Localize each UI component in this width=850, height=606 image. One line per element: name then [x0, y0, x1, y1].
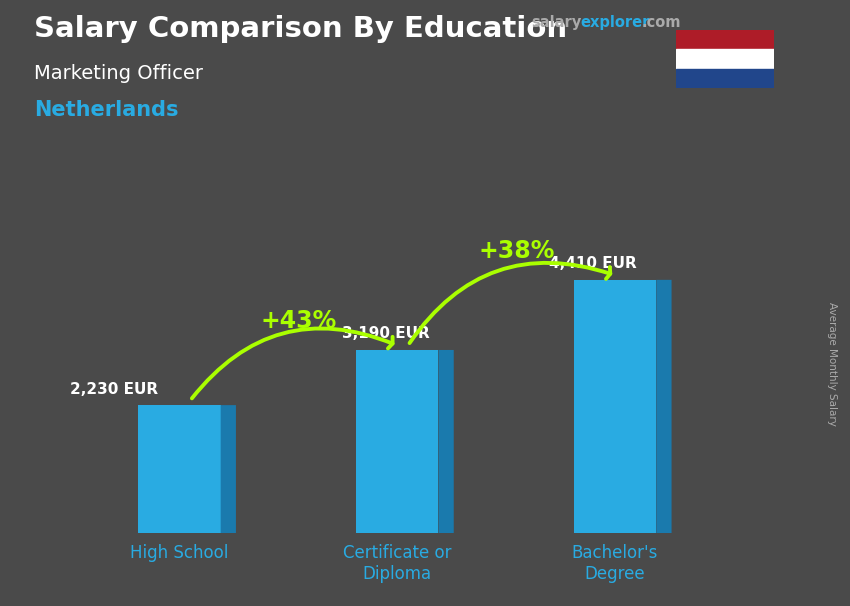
Bar [676, 50, 774, 68]
Polygon shape [138, 405, 221, 533]
Text: Marketing Officer: Marketing Officer [34, 64, 203, 82]
Polygon shape [574, 280, 656, 533]
Text: 4,410 EUR: 4,410 EUR [549, 256, 637, 271]
Bar [676, 68, 774, 88]
Bar [676, 30, 774, 50]
Text: +43%: +43% [261, 309, 337, 333]
Text: 3,190 EUR: 3,190 EUR [343, 327, 430, 341]
Text: 2,230 EUR: 2,230 EUR [70, 382, 158, 396]
Polygon shape [355, 350, 439, 533]
Polygon shape [439, 350, 454, 533]
Text: Average Monthly Salary: Average Monthly Salary [827, 302, 837, 425]
Text: .com: .com [642, 15, 681, 30]
Polygon shape [656, 280, 672, 533]
Text: explorer: explorer [581, 15, 650, 30]
Text: salary: salary [531, 15, 581, 30]
Text: Salary Comparison By Education: Salary Comparison By Education [34, 15, 567, 43]
Polygon shape [221, 405, 236, 533]
Text: Netherlands: Netherlands [34, 100, 178, 120]
Text: +38%: +38% [479, 239, 555, 263]
